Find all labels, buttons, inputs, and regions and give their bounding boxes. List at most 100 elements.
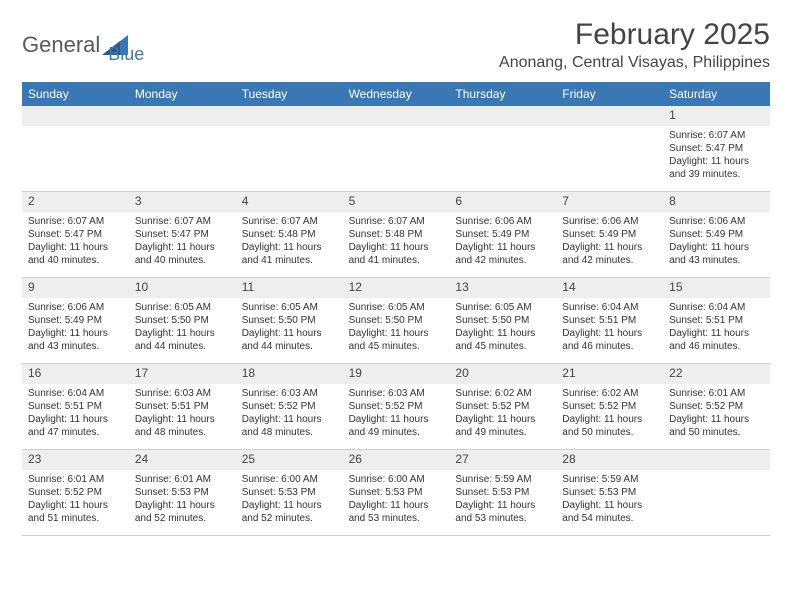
sunset-text: Sunset: 5:49 PM — [562, 228, 657, 241]
day-number: 20 — [449, 364, 556, 384]
daylight1-text: Daylight: 11 hours — [669, 327, 764, 340]
day-number: 1 — [663, 106, 770, 126]
day-number: 19 — [343, 364, 450, 384]
sunset-text: Sunset: 5:48 PM — [349, 228, 444, 241]
day-cell — [343, 106, 450, 192]
day-cell: 17Sunrise: 6:03 AMSunset: 5:51 PMDayligh… — [129, 364, 236, 450]
day-cell: 8Sunrise: 6:06 AMSunset: 5:49 PMDaylight… — [663, 192, 770, 278]
daylight1-text: Daylight: 11 hours — [349, 413, 444, 426]
sunrise-text: Sunrise: 6:07 AM — [135, 215, 230, 228]
sunset-text: Sunset: 5:50 PM — [349, 314, 444, 327]
day-cell: 7Sunrise: 6:06 AMSunset: 5:49 PMDaylight… — [556, 192, 663, 278]
weekday-header-row: Sunday Monday Tuesday Wednesday Thursday… — [22, 82, 770, 106]
sunset-text: Sunset: 5:53 PM — [349, 486, 444, 499]
month-title: February 2025 — [499, 18, 770, 52]
daylight1-text: Daylight: 11 hours — [28, 499, 123, 512]
daylight1-text: Daylight: 11 hours — [455, 327, 550, 340]
sunrise-text: Sunrise: 6:07 AM — [28, 215, 123, 228]
daylight2-text: and 41 minutes. — [242, 254, 337, 267]
weekday-wednesday: Wednesday — [343, 82, 450, 106]
day-cell: 21Sunrise: 6:02 AMSunset: 5:52 PMDayligh… — [556, 364, 663, 450]
sunset-text: Sunset: 5:47 PM — [669, 142, 764, 155]
day-number: 28 — [556, 450, 663, 470]
daylight1-text: Daylight: 11 hours — [669, 155, 764, 168]
daylight2-text: and 49 minutes. — [349, 426, 444, 439]
daylight2-text: and 40 minutes. — [135, 254, 230, 267]
calendar: Sunday Monday Tuesday Wednesday Thursday… — [22, 82, 770, 536]
day-cell — [129, 106, 236, 192]
daylight1-text: Daylight: 11 hours — [455, 241, 550, 254]
daylight2-text: and 48 minutes. — [135, 426, 230, 439]
day-cell — [663, 450, 770, 536]
day-number: 2 — [22, 192, 129, 212]
day-number — [663, 450, 770, 470]
day-number — [343, 106, 450, 126]
daylight1-text: Daylight: 11 hours — [28, 327, 123, 340]
day-number: 4 — [236, 192, 343, 212]
daylight2-text: and 44 minutes. — [135, 340, 230, 353]
logo: General Blue — [22, 18, 144, 65]
sunrise-text: Sunrise: 6:01 AM — [135, 473, 230, 486]
daylight2-text: and 42 minutes. — [455, 254, 550, 267]
day-number: 23 — [22, 450, 129, 470]
weekday-monday: Monday — [129, 82, 236, 106]
sunrise-text: Sunrise: 6:01 AM — [669, 387, 764, 400]
sunset-text: Sunset: 5:49 PM — [28, 314, 123, 327]
sunset-text: Sunset: 5:47 PM — [28, 228, 123, 241]
day-number: 13 — [449, 278, 556, 298]
sunrise-text: Sunrise: 6:03 AM — [135, 387, 230, 400]
sunset-text: Sunset: 5:49 PM — [669, 228, 764, 241]
daylight1-text: Daylight: 11 hours — [669, 413, 764, 426]
daylight2-text: and 51 minutes. — [28, 512, 123, 525]
daylight2-text: and 45 minutes. — [455, 340, 550, 353]
day-number: 24 — [129, 450, 236, 470]
daylight1-text: Daylight: 11 hours — [562, 499, 657, 512]
daylight1-text: Daylight: 11 hours — [242, 499, 337, 512]
day-number: 9 — [22, 278, 129, 298]
daylight1-text: Daylight: 11 hours — [242, 413, 337, 426]
sunset-text: Sunset: 5:50 PM — [455, 314, 550, 327]
day-cell: 11Sunrise: 6:05 AMSunset: 5:50 PMDayligh… — [236, 278, 343, 364]
day-cell — [556, 106, 663, 192]
day-number: 27 — [449, 450, 556, 470]
day-number: 18 — [236, 364, 343, 384]
day-number: 10 — [129, 278, 236, 298]
day-number: 17 — [129, 364, 236, 384]
daylight1-text: Daylight: 11 hours — [135, 327, 230, 340]
sunrise-text: Sunrise: 6:05 AM — [242, 301, 337, 314]
day-number: 26 — [343, 450, 450, 470]
sunset-text: Sunset: 5:53 PM — [455, 486, 550, 499]
day-number: 11 — [236, 278, 343, 298]
daylight2-text: and 48 minutes. — [242, 426, 337, 439]
day-cell — [449, 106, 556, 192]
day-cell: 3Sunrise: 6:07 AMSunset: 5:47 PMDaylight… — [129, 192, 236, 278]
weekday-tuesday: Tuesday — [236, 82, 343, 106]
sunrise-text: Sunrise: 6:02 AM — [562, 387, 657, 400]
daylight2-text: and 43 minutes. — [28, 340, 123, 353]
sunset-text: Sunset: 5:47 PM — [135, 228, 230, 241]
daylight1-text: Daylight: 11 hours — [562, 327, 657, 340]
sunset-text: Sunset: 5:53 PM — [242, 486, 337, 499]
day-number: 21 — [556, 364, 663, 384]
sunset-text: Sunset: 5:53 PM — [562, 486, 657, 499]
sunset-text: Sunset: 5:50 PM — [135, 314, 230, 327]
daylight1-text: Daylight: 11 hours — [562, 413, 657, 426]
daylight2-text: and 44 minutes. — [242, 340, 337, 353]
daylight1-text: Daylight: 11 hours — [455, 499, 550, 512]
sunrise-text: Sunrise: 6:06 AM — [562, 215, 657, 228]
day-cell: 13Sunrise: 6:05 AMSunset: 5:50 PMDayligh… — [449, 278, 556, 364]
daylight2-text: and 46 minutes. — [669, 340, 764, 353]
day-cell — [22, 106, 129, 192]
day-cell: 1 Sunrise: 6:07 AMSunset: 5:47 PMDaylight… — [663, 106, 770, 192]
daylight2-text: and 49 minutes. — [455, 426, 550, 439]
sunset-text: Sunset: 5:51 PM — [28, 400, 123, 413]
sunrise-text: Sunrise: 6:07 AM — [242, 215, 337, 228]
sunset-text: Sunset: 5:51 PM — [135, 400, 230, 413]
location: Anonang, Central Visayas, Philippines — [499, 54, 770, 72]
sunrise-text: Sunrise: 6:03 AM — [349, 387, 444, 400]
daylight2-text: and 53 minutes. — [455, 512, 550, 525]
day-cell: 22Sunrise: 6:01 AMSunset: 5:52 PMDayligh… — [663, 364, 770, 450]
sunrise-text: Sunrise: 6:07 AM — [669, 129, 764, 142]
day-cell: 28Sunrise: 5:59 AMSunset: 5:53 PMDayligh… — [556, 450, 663, 536]
title-block: February 2025 Anonang, Central Visayas, … — [499, 18, 770, 72]
